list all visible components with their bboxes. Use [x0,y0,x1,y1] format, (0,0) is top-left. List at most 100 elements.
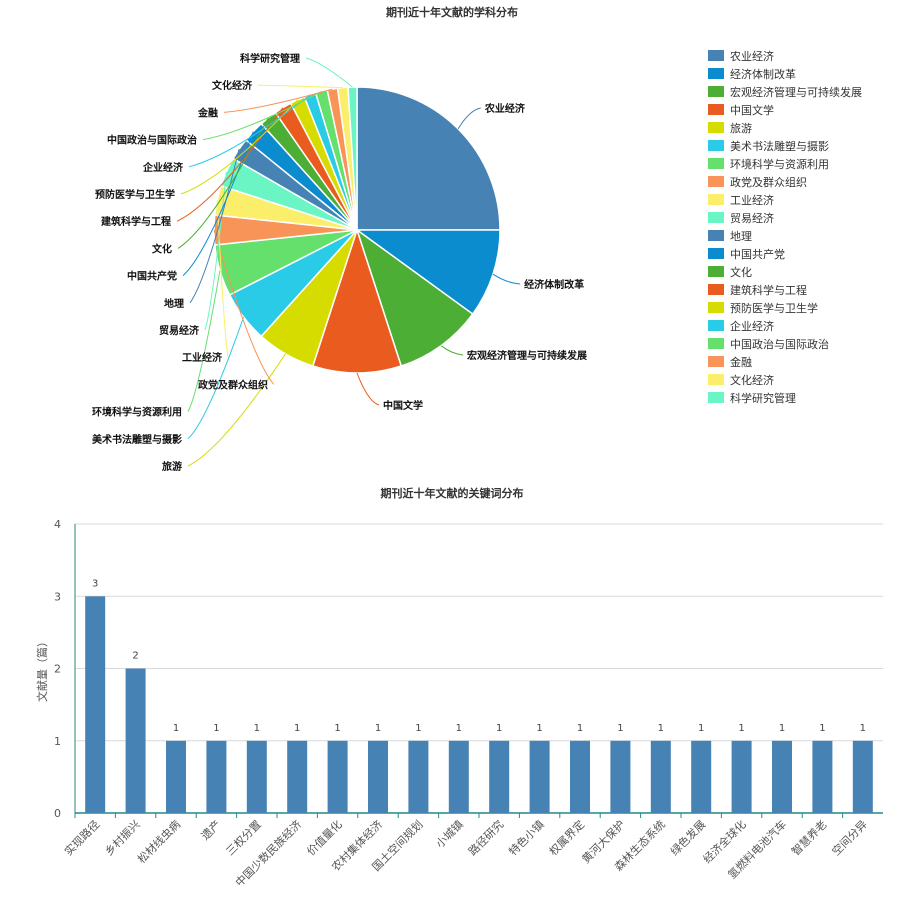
legend-swatch [708,158,724,169]
legend-item[interactable]: 建筑科学与工程 [708,283,807,297]
legend-item[interactable]: 经济体制改革 [708,67,796,81]
bar[interactable] [85,596,106,814]
pie-leader-line [257,84,343,89]
legend-item[interactable]: 旅游 [708,121,752,135]
legend-swatch [708,284,724,295]
pie-slice-label: 预防医学与卫生学 [95,188,175,201]
pie-leader-line [492,273,521,285]
legend-label: 政党及群众组织 [730,175,807,189]
legend-item[interactable]: 文化经济 [708,373,774,387]
bar[interactable] [812,740,833,814]
bar-value-label: 1 [738,723,744,734]
bar[interactable] [408,740,429,814]
legend-swatch [708,392,724,403]
bar[interactable] [731,740,752,814]
pie-leader-line [213,229,275,385]
legend-item[interactable]: 地理 [708,230,752,243]
pie-slice-label: 地理 [164,297,184,310]
legend-item[interactable]: 科学研究管理 [708,391,796,405]
pie-leader-line [182,131,254,276]
bar[interactable] [448,740,469,814]
legend-item[interactable]: 中国共产党 [708,247,785,261]
pie-slice-label: 建筑科学与工程 [100,215,171,228]
bar[interactable] [368,740,388,814]
pie-slice[interactable] [354,229,501,316]
legend-item[interactable]: 文化 [708,265,752,279]
pie-slice-label: 美术书法雕塑与摄影 [92,433,182,446]
pie-slice[interactable] [311,227,403,374]
legend-item[interactable]: 美术书法雕塑与摄影 [708,139,829,153]
pie-slice-label: 农业经济 [484,102,526,115]
bar-value-label: 1 [254,723,260,734]
legend-label: 文化经济 [730,373,774,387]
pie-leader-line [305,57,353,88]
legend-label: 企业经济 [730,319,774,333]
y-tick-label: 3 [54,590,61,603]
legend-item[interactable]: 中国政治与国际政治 [708,337,829,351]
legend-item[interactable]: 环境科学与资源利用 [708,157,829,171]
y-axis-title: 文献量（篇） [35,636,49,702]
bar-value-label: 3 [92,578,98,589]
pie-slice-label: 文化 [152,242,172,255]
legend-item[interactable]: 企业经济 [708,319,774,333]
bar[interactable] [650,740,671,814]
x-tick-label: 权属界定 [546,817,587,858]
y-tick-label: 2 [54,663,61,676]
bar-value-label: 1 [658,723,664,734]
pie-leader-line [440,345,464,356]
legend-label: 贸易经济 [730,211,774,225]
legend-item[interactable]: 宏观经济管理与可持续发展 [708,85,862,99]
bar-value-label: 1 [617,723,623,734]
bar-value-label: 1 [375,723,381,734]
bar[interactable] [610,740,631,814]
bar[interactable] [570,740,590,814]
pie-slice-label: 金融 [197,106,218,119]
pie-slice[interactable] [356,86,501,231]
pie-slice-label: 文化经济 [212,79,253,92]
x-tick-label: 路径研究 [465,817,506,858]
legend-label: 工业经济 [730,193,774,207]
pie-leader-line [188,94,311,168]
legend-item[interactable]: 贸易经济 [708,211,774,225]
legend-label: 金融 [730,355,752,369]
bar[interactable] [772,740,792,814]
bar[interactable] [489,740,510,814]
bar[interactable] [691,740,712,814]
legend-label: 环境科学与资源利用 [730,157,829,171]
x-tick-label: 松材线虫病 [134,817,183,866]
bar[interactable] [287,740,308,814]
pie-slice-label: 中国文学 [383,399,423,412]
bar[interactable] [246,740,267,814]
bar[interactable] [852,740,873,814]
bar[interactable] [327,740,348,814]
bar-value-label: 1 [577,723,583,734]
legend-swatch [708,176,724,187]
x-tick-label: 实现路径 [61,817,102,858]
bar-value-label: 1 [456,723,462,734]
legend-item[interactable]: 金融 [708,355,752,369]
legend-item[interactable]: 政党及群众组织 [708,175,807,189]
legend-item[interactable]: 工业经济 [708,193,774,207]
legend-item[interactable]: 农业经济 [708,49,774,63]
pie-slice[interactable] [355,228,474,367]
bar[interactable] [166,740,186,814]
pie-leader-line [187,316,245,440]
legend-item[interactable]: 预防医学与卫生学 [708,301,818,315]
pie-slice-label: 宏观经济管理与可持续发展 [467,349,587,362]
bar[interactable] [529,740,550,814]
pie-slice-label: 科学研究管理 [240,52,300,65]
pie-leader-line [223,88,333,113]
legend-swatch [708,194,724,205]
bar-value-label: 1 [536,723,542,734]
legend-item[interactable]: 中国文学 [708,103,774,117]
pie-chart-title: 期刊近十年文献的学科分布 [386,5,518,19]
pie-leader-line [216,200,229,358]
pie-leader-line [356,372,380,406]
legend-label: 中国共产党 [730,247,785,261]
legend-swatch [708,212,724,223]
bar[interactable] [206,740,227,814]
x-tick-label: 特色小镇 [506,817,547,858]
legend-swatch [708,230,724,241]
bar[interactable] [125,668,146,814]
